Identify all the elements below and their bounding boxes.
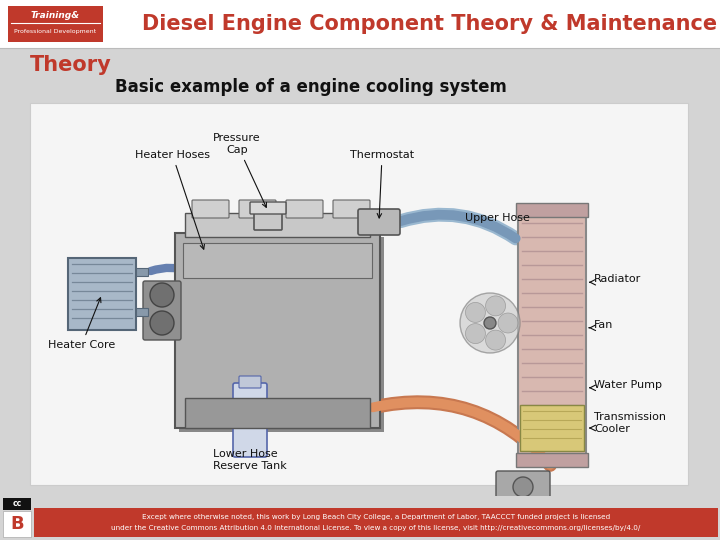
Text: Water Pump: Water Pump	[594, 380, 662, 390]
Text: Diesel Engine Component Theory & Maintenance: Diesel Engine Component Theory & Mainten…	[143, 14, 718, 34]
Circle shape	[150, 283, 174, 307]
Text: Thermostat: Thermostat	[350, 150, 414, 218]
FancyBboxPatch shape	[143, 281, 181, 340]
FancyBboxPatch shape	[520, 405, 584, 451]
Circle shape	[498, 313, 518, 333]
Text: Except where otherwise noted, this work by Long Beach City College, a Department: Except where otherwise noted, this work …	[142, 514, 610, 520]
Text: Heater Hoses: Heater Hoses	[135, 150, 210, 249]
FancyBboxPatch shape	[136, 308, 148, 316]
Text: Pressure
Cap: Pressure Cap	[213, 133, 266, 207]
FancyBboxPatch shape	[68, 258, 136, 330]
Text: Training&: Training&	[31, 11, 80, 21]
Text: cc: cc	[12, 500, 22, 509]
FancyBboxPatch shape	[516, 453, 588, 467]
FancyBboxPatch shape	[254, 210, 282, 230]
Circle shape	[460, 293, 520, 353]
FancyBboxPatch shape	[333, 200, 370, 218]
FancyBboxPatch shape	[0, 0, 720, 48]
Text: Fan: Fan	[594, 320, 613, 330]
FancyBboxPatch shape	[496, 471, 550, 503]
FancyBboxPatch shape	[185, 398, 370, 428]
Circle shape	[484, 317, 496, 329]
FancyBboxPatch shape	[0, 48, 720, 540]
FancyBboxPatch shape	[8, 6, 103, 42]
FancyBboxPatch shape	[233, 383, 267, 457]
Text: Theory: Theory	[30, 55, 112, 75]
FancyBboxPatch shape	[30, 103, 688, 485]
FancyBboxPatch shape	[516, 203, 588, 217]
Circle shape	[465, 323, 485, 343]
Text: under the Creative Commons Attribution 4.0 International License. To view a copy: under the Creative Commons Attribution 4…	[112, 525, 641, 531]
FancyBboxPatch shape	[239, 376, 261, 388]
FancyBboxPatch shape	[239, 200, 276, 218]
Text: Reserve Tank: Reserve Tank	[213, 461, 287, 471]
FancyBboxPatch shape	[3, 498, 31, 510]
Circle shape	[465, 302, 485, 322]
Text: Transmission
Cooler: Transmission Cooler	[594, 412, 666, 434]
FancyBboxPatch shape	[185, 213, 370, 237]
FancyBboxPatch shape	[518, 215, 586, 455]
Text: Upper Hose: Upper Hose	[465, 213, 530, 223]
Circle shape	[485, 296, 505, 316]
FancyBboxPatch shape	[136, 268, 148, 276]
Text: Radiator: Radiator	[594, 274, 642, 284]
Circle shape	[513, 477, 533, 497]
FancyBboxPatch shape	[250, 202, 286, 214]
FancyBboxPatch shape	[192, 200, 229, 218]
FancyBboxPatch shape	[358, 209, 400, 235]
FancyBboxPatch shape	[175, 233, 380, 428]
Text: Heater Core: Heater Core	[48, 298, 115, 350]
Text: Lower Hose: Lower Hose	[212, 449, 277, 459]
FancyBboxPatch shape	[183, 243, 372, 278]
FancyBboxPatch shape	[0, 496, 720, 540]
FancyBboxPatch shape	[34, 508, 718, 537]
Circle shape	[485, 330, 505, 350]
Text: Basic example of a engine cooling system: Basic example of a engine cooling system	[115, 78, 507, 96]
FancyBboxPatch shape	[179, 237, 384, 432]
Circle shape	[150, 311, 174, 335]
FancyBboxPatch shape	[3, 511, 31, 537]
Text: Professional Development: Professional Development	[14, 29, 96, 33]
Text: B: B	[10, 515, 24, 533]
FancyBboxPatch shape	[286, 200, 323, 218]
